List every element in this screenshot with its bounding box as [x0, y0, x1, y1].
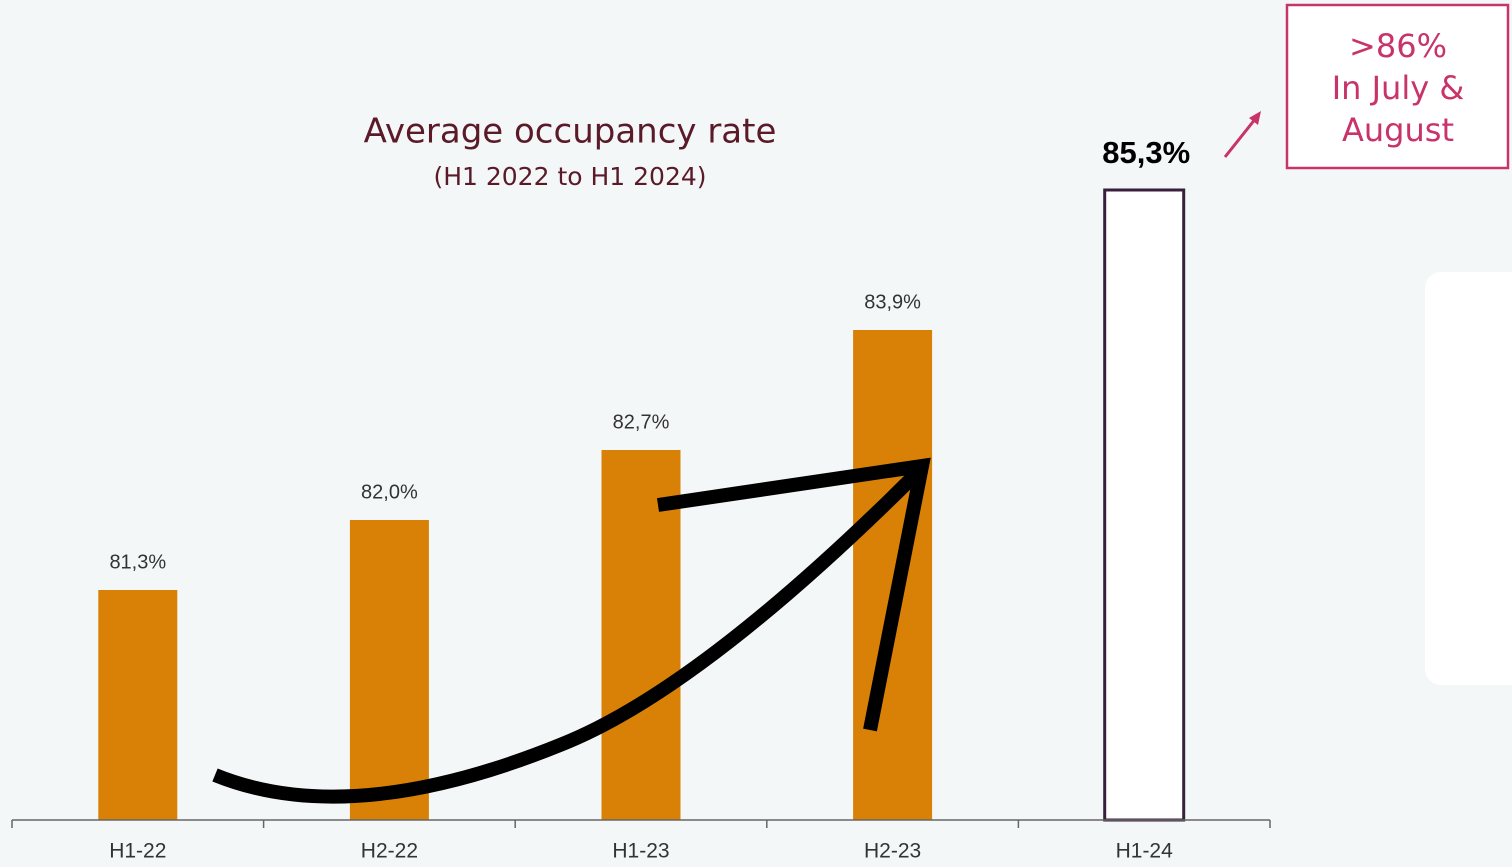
- annotation-line: August: [1342, 111, 1454, 149]
- annotation-box: [1285, 3, 1510, 170]
- x-tick-label: H1-23: [612, 840, 669, 863]
- bars: [98, 188, 1186, 822]
- data-label: 83,9%: [864, 291, 921, 313]
- x-tick-label: H2-22: [361, 840, 418, 863]
- bar: [601, 450, 681, 820]
- data-label: 82,7%: [613, 411, 670, 433]
- annotation-arrowhead: [1249, 111, 1261, 125]
- bar: [98, 590, 178, 820]
- trend-arrow: [212, 465, 925, 804]
- chart-title: Average occupancy rate: [364, 112, 777, 152]
- bar: [1103, 188, 1186, 822]
- bar: [349, 520, 429, 820]
- data-label: 81,3%: [109, 551, 166, 573]
- annotation-line: In July &: [1332, 69, 1465, 107]
- annotation: >86% In July & August: [1332, 27, 1465, 149]
- data-label: 85,3%: [1102, 135, 1190, 170]
- annotation-line: >86%: [1349, 27, 1447, 65]
- data-label: 82,0%: [361, 481, 418, 503]
- chart-subtitle: (H1 2022 to H1 2024): [433, 162, 706, 191]
- trend-arrowhead: [656, 457, 931, 732]
- bar: [853, 330, 933, 820]
- side-panel: [1425, 272, 1512, 685]
- annotation-arrow: [1223, 117, 1258, 158]
- x-tick-label: H2-23: [864, 840, 921, 863]
- x-tick-label: H1-22: [109, 840, 166, 863]
- x-tick-label: H1-24: [1116, 840, 1174, 863]
